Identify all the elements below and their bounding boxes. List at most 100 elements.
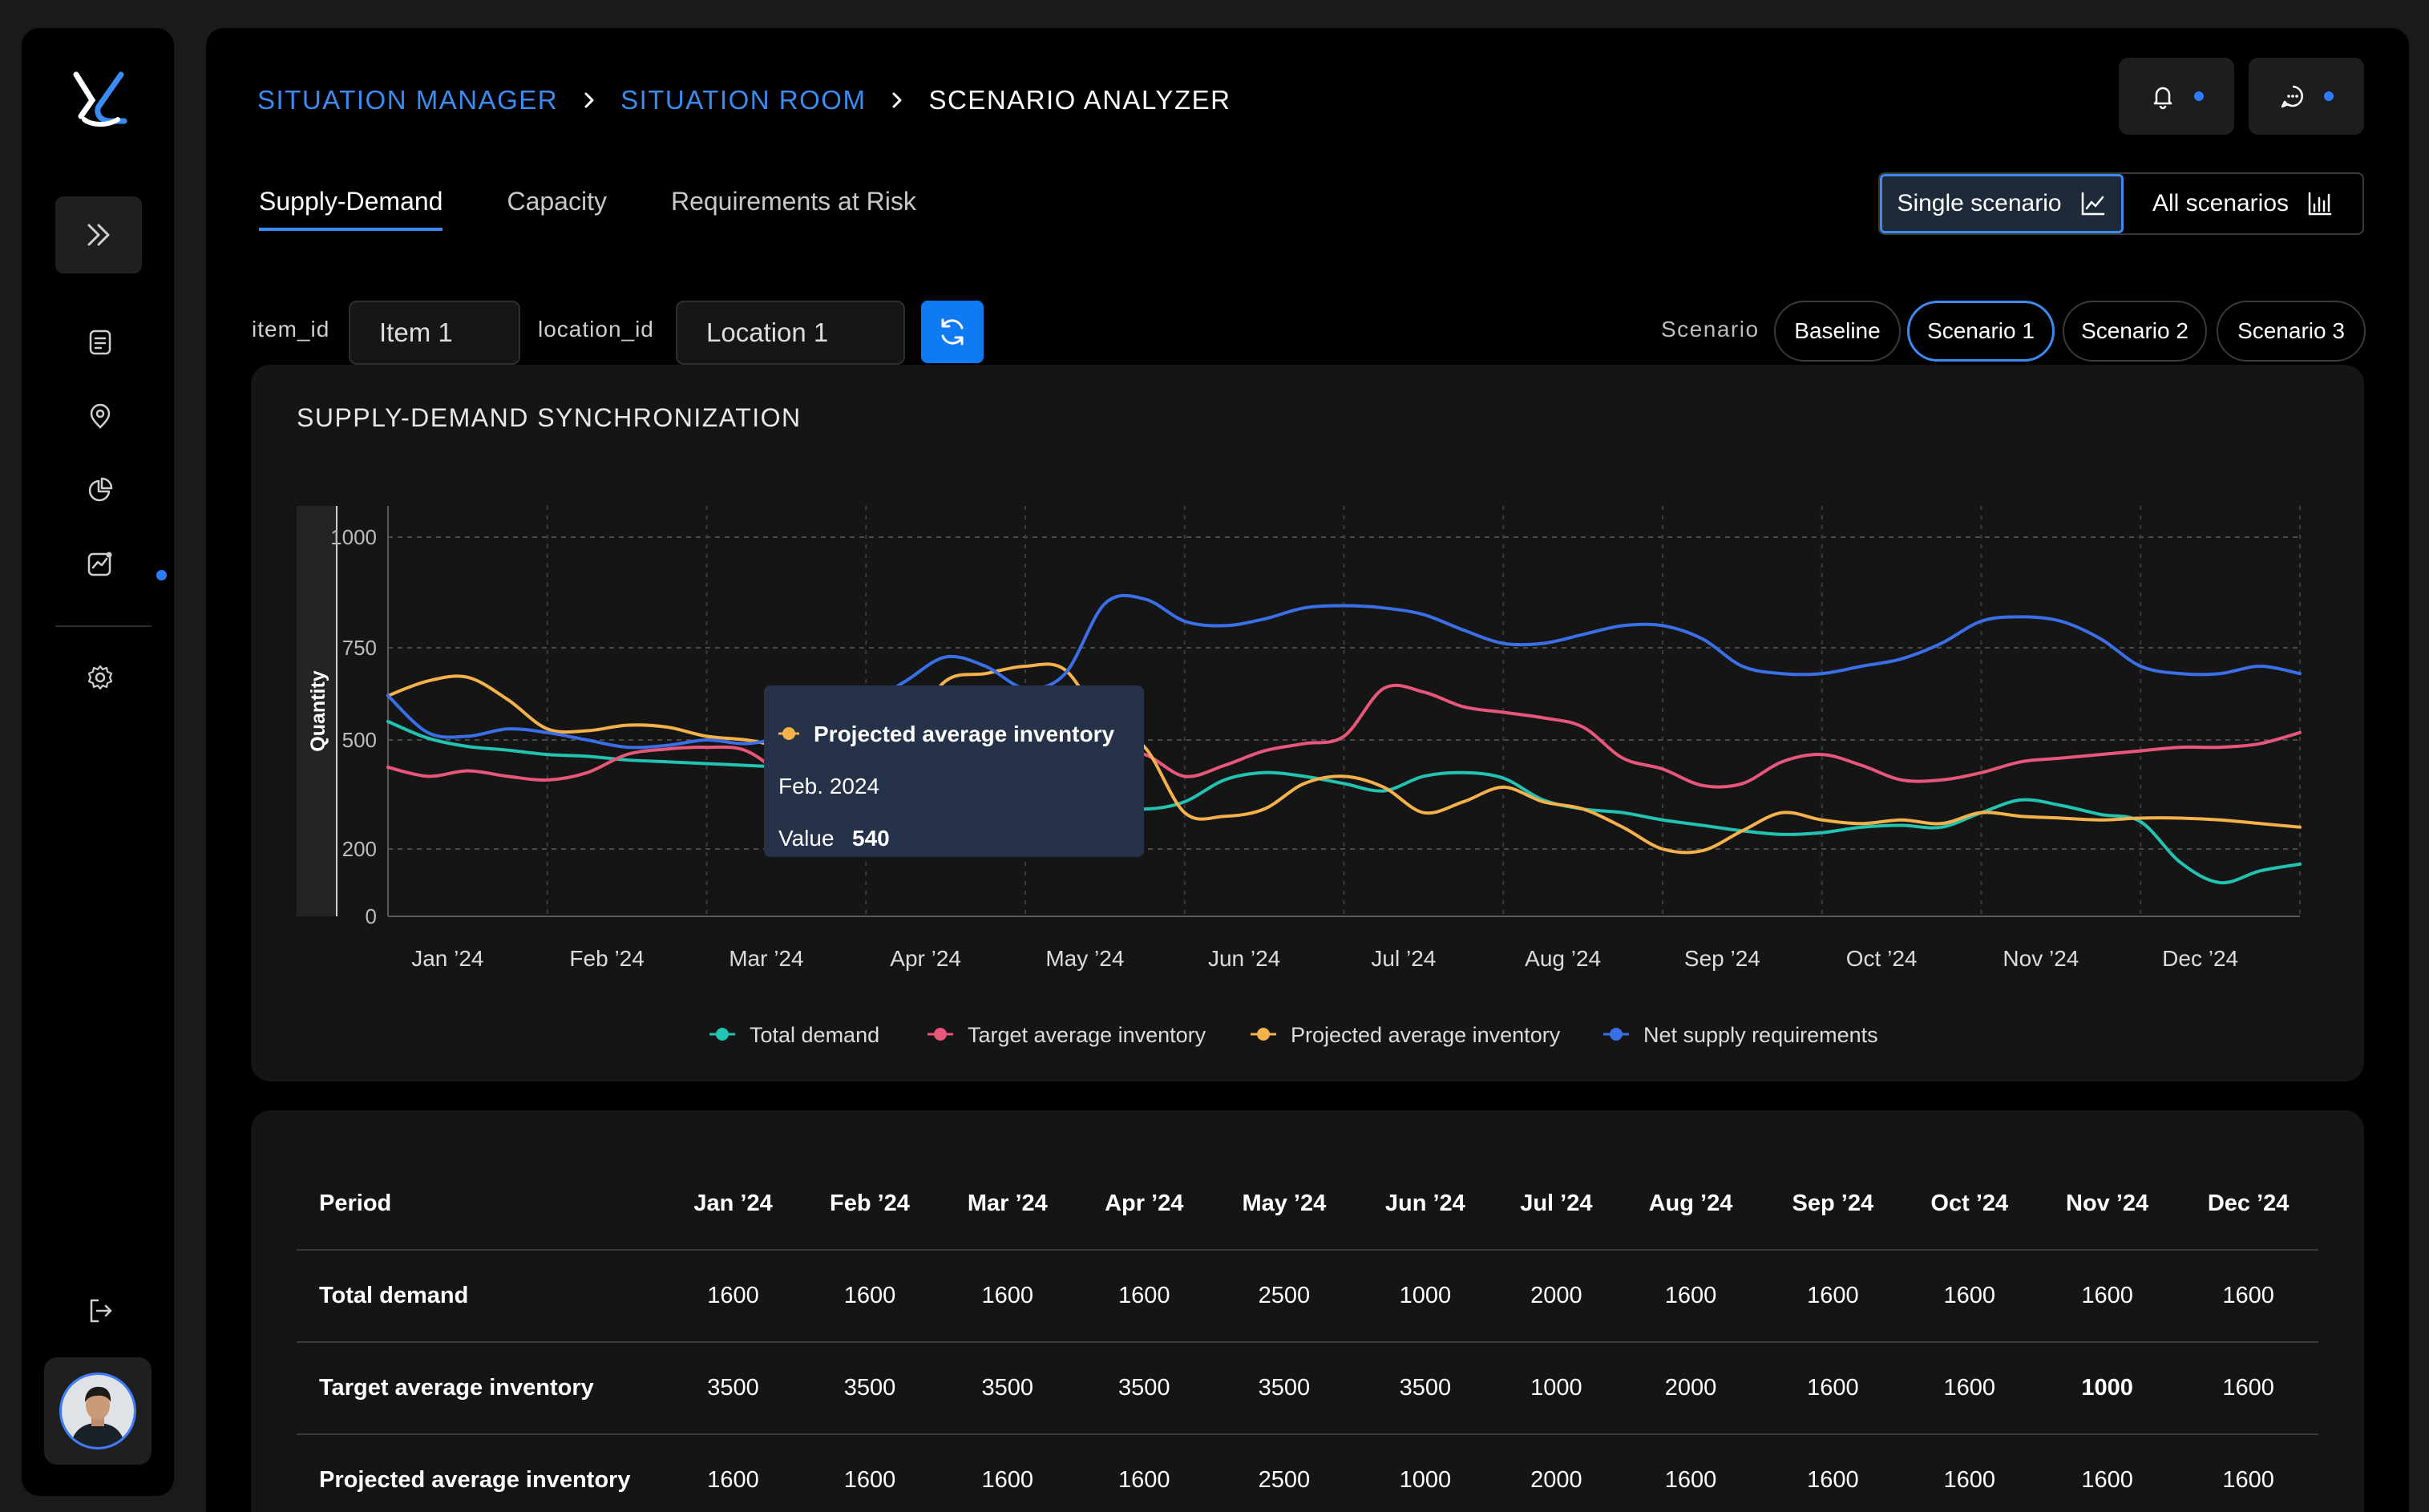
messages-button[interactable]	[2249, 58, 2364, 135]
table-cell: 1600	[1618, 1434, 1764, 1512]
legend-marker	[716, 1028, 729, 1041]
table-cell: 1000	[1356, 1250, 1494, 1343]
series-line-net-supply-requirements	[386, 593, 2302, 750]
nav-item-documents[interactable]	[84, 326, 116, 358]
breadcrumb: SITUATION MANAGER SITUATION ROOM SCENARI…	[257, 78, 1231, 123]
legend-marker	[934, 1028, 947, 1041]
location-pin-icon	[90, 403, 111, 429]
logout-button[interactable]	[84, 1295, 116, 1327]
chart-analytics-icon	[87, 552, 112, 576]
all-scenarios-button[interactable]: All scenarios	[2124, 174, 2362, 233]
table-header-month: Jul ’24	[1493, 1158, 1619, 1251]
bar-chart-icon	[2308, 192, 2332, 216]
x-tick-label: Mar ’24	[729, 946, 803, 971]
series-line-target-average-inventory	[386, 683, 2302, 855]
x-tick-label: Dec ’24	[2162, 946, 2238, 971]
single-scenario-button[interactable]: Single scenario	[1880, 174, 2124, 233]
table-cell: 1600	[2178, 1434, 2318, 1512]
scenario-chip-scenario-3[interactable]: Scenario 3	[2217, 301, 2366, 362]
x-tick-label: Sep ’24	[1684, 946, 1760, 971]
refresh-button[interactable]	[921, 301, 984, 363]
table-cell: 1000	[1493, 1342, 1619, 1435]
x-tick-label: Aug ’24	[1525, 946, 1601, 971]
single-scenario-label: Single scenario	[1897, 190, 2062, 216]
tab-supply-demand[interactable]: Supply-Demand	[259, 187, 443, 231]
notification-dot	[156, 570, 167, 580]
table-header-period: Period	[297, 1158, 665, 1251]
view-toggle: Single scenario All scenarios	[1878, 172, 2364, 235]
table-cell: 1600	[665, 1434, 802, 1512]
table-cell: 2500	[1211, 1250, 1356, 1343]
user-menu[interactable]	[44, 1357, 152, 1465]
legend-marker	[1257, 1028, 1270, 1041]
x-tick-label: Jul ’24	[1371, 946, 1436, 971]
row-label: Projected average inventory	[297, 1434, 665, 1512]
table-header-row: Period Jan ’24 Feb ’24 Mar ’24 Apr ’24 May ’2…	[297, 1158, 2318, 1251]
legend-marker	[1610, 1028, 1623, 1041]
x-tick-label: Jan ’24	[411, 946, 483, 971]
y-axis-band	[297, 506, 337, 916]
item-id-field[interactable]: Item 1	[349, 301, 520, 365]
sidebar-divider	[55, 625, 152, 627]
nav-item-locations[interactable]	[84, 400, 116, 432]
tab-capacity[interactable]: Capacity	[507, 187, 607, 216]
nav-item-analytics[interactable]	[84, 548, 116, 580]
table-row: Projected average inventory 1600 1600 1600 1…	[297, 1434, 2318, 1512]
notifications-button[interactable]	[2119, 58, 2234, 135]
item-id-label: item_id	[252, 317, 330, 342]
table-header-month: Apr ’24	[1076, 1158, 1212, 1251]
table-cell: 1600	[938, 1434, 1077, 1512]
table-cell: 1600	[1763, 1250, 1903, 1343]
table-header-month: Nov ’24	[2035, 1158, 2179, 1251]
table-cell: 3500	[1076, 1342, 1212, 1435]
row-label: Total demand	[297, 1250, 665, 1343]
legend-label: Target average inventory	[968, 1023, 1206, 1047]
table-cell: 1600	[1902, 1250, 2036, 1343]
nav-item-settings[interactable]	[84, 661, 116, 693]
tooltip	[764, 685, 1144, 857]
y-tick-label: 200	[342, 837, 377, 861]
expand-sidebar-button[interactable]	[55, 196, 142, 273]
nav-item-reports[interactable]	[84, 474, 116, 506]
table-cell: 1600	[2178, 1342, 2318, 1435]
tooltip-value-label: Value	[778, 826, 835, 851]
breadcrumb-situation-manager[interactable]: SITUATION MANAGER	[257, 85, 559, 115]
scenario-chip-scenario-1[interactable]: Scenario 1	[1907, 301, 2055, 362]
table-cell: 3500	[801, 1342, 939, 1435]
scenario-chip-baseline[interactable]: Baseline	[1774, 301, 1901, 362]
table-header-month: Jun ’24	[1356, 1158, 1494, 1251]
y-tick-label: 1000	[330, 525, 377, 549]
location-id-field[interactable]: Location 1	[676, 301, 905, 365]
table-header-month: Dec ’24	[2178, 1158, 2318, 1251]
breadcrumb-situation-room[interactable]: SITUATION ROOM	[620, 85, 867, 115]
table-cell: 1600	[801, 1434, 939, 1512]
tab-bar: Supply-Demand Capacity Requirements at R…	[259, 187, 916, 231]
line-chart-icon	[2081, 192, 2104, 216]
table-cell: 3500	[1356, 1342, 1494, 1435]
x-tick-label: Nov ’24	[2003, 946, 2079, 971]
table-cell: 1600	[801, 1250, 939, 1343]
chat-icon	[2281, 85, 2303, 108]
table-cell: 1600	[1763, 1434, 1903, 1512]
breadcrumb-scenario-analyzer: SCENARIO ANALYZER	[928, 85, 1231, 115]
main-panel: SITUATION MANAGER SITUATION ROOM SCENARI…	[206, 28, 2409, 1512]
legend-label: Projected average inventory	[1291, 1023, 1561, 1047]
row-label: Target average inventory	[297, 1342, 665, 1435]
gear-icon	[87, 665, 113, 690]
supply-demand-table: Period Jan ’24 Feb ’24 Mar ’24 Apr ’24 May ’2…	[297, 1158, 2318, 1512]
table-header-month: Feb ’24	[801, 1158, 939, 1251]
tab-requirements-at-risk[interactable]: Requirements at Risk	[670, 187, 916, 216]
x-tick-label: Jun ’24	[1208, 946, 1280, 971]
y-tick-label: 0	[366, 904, 377, 928]
scenario-label: Scenario	[1661, 317, 1760, 342]
x-tick-label: Feb ’24	[569, 946, 644, 971]
y-tick-label: 750	[342, 636, 377, 660]
table-cell: 1600	[1902, 1342, 2036, 1435]
brand-logo[interactable]	[68, 68, 129, 129]
document-icon	[89, 329, 111, 355]
table-cell: 1600	[1902, 1434, 2036, 1512]
table-cell: 1600	[2035, 1250, 2179, 1343]
tooltip-marker	[782, 727, 795, 740]
chevron-right-icon	[584, 92, 594, 108]
scenario-chip-scenario-2[interactable]: Scenario 2	[2063, 301, 2207, 362]
